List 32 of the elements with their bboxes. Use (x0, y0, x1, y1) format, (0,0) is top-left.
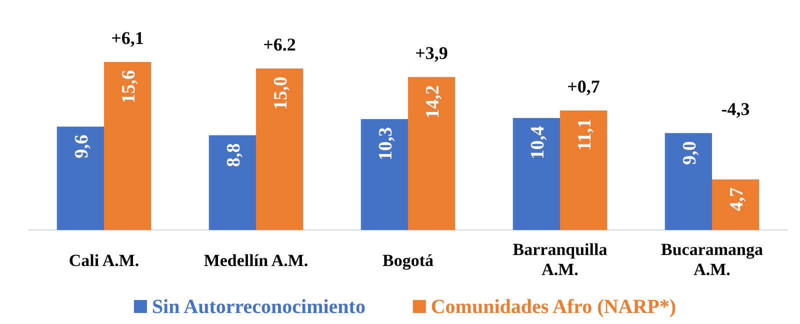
data-label: 4,7 (726, 186, 748, 212)
x-tick-label: Cali A.M. (68, 251, 140, 270)
x-tick-label: Medellín A.M. (204, 251, 308, 270)
bar (256, 68, 304, 230)
x-tick-label: Bogotá (382, 251, 434, 270)
bar (560, 110, 608, 230)
bar (664, 133, 712, 230)
data-label: 10,3 (375, 127, 396, 160)
bar (56, 126, 104, 230)
data-label: 10,4 (527, 126, 548, 160)
bar (360, 119, 408, 230)
data-label: 11,1 (574, 118, 596, 151)
bar (208, 135, 256, 230)
annotation: +0,7 (567, 76, 600, 96)
annotation: +3,9 (415, 43, 448, 64)
annotation: -4,3 (721, 99, 750, 120)
legend-label: Sin Autorreconocimiento (152, 296, 366, 318)
legend-label: Comunidades Afro (NARP*) (430, 296, 676, 318)
text: +6.2 (263, 34, 296, 54)
data-label: 15,6 (118, 70, 140, 104)
text: +6,1 (111, 28, 144, 48)
data-label: 15,0 (270, 76, 292, 110)
x-tick-label: Bucaramanga A.M. (661, 240, 764, 279)
data-label: 8,8 (223, 143, 244, 167)
bar (512, 118, 560, 230)
bar (408, 77, 456, 230)
data-label: 14,2 (422, 85, 444, 118)
data-label: 9,0 (679, 141, 700, 165)
bar (712, 179, 760, 230)
x-tick-label: Barranquilla A.M. (512, 240, 608, 279)
bar (104, 62, 152, 230)
data-label: 9,6 (71, 134, 92, 158)
